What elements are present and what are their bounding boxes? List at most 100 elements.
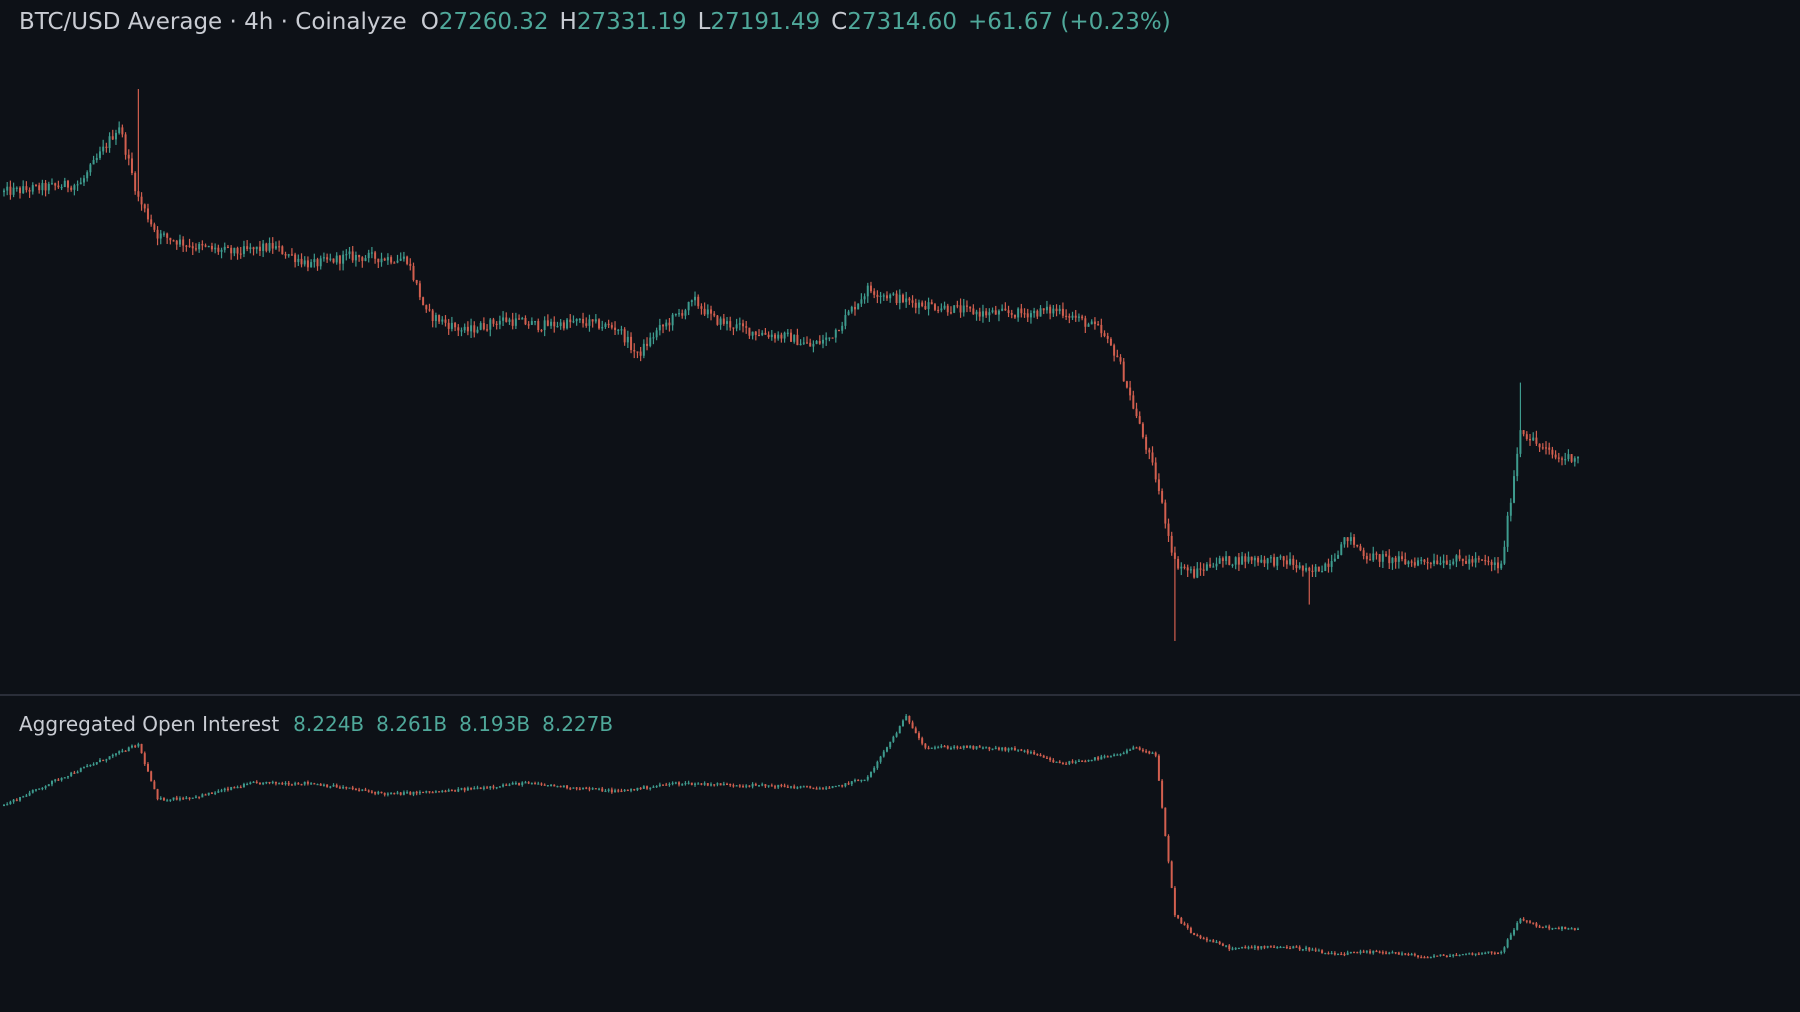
oi-candle [1029, 752, 1032, 754]
oi-candle [1561, 926, 1564, 930]
oi-candle [575, 787, 578, 789]
oi-candle [1010, 748, 1013, 750]
oi-candle [1161, 780, 1164, 808]
price-candle [1263, 559, 1266, 564]
price-candle [246, 246, 249, 250]
oi-candle [1298, 947, 1301, 950]
price-candle [905, 298, 908, 303]
oi-candle [655, 785, 658, 788]
oi-candle [796, 787, 799, 789]
price-candle [959, 305, 962, 313]
oi-candle [236, 786, 239, 789]
price-candle [901, 294, 904, 303]
price-candle [815, 341, 818, 344]
price-pane[interactable] [3, 89, 1579, 641]
oi-candle [1292, 946, 1295, 949]
price-candle [802, 342, 805, 344]
price-candle [1052, 308, 1055, 314]
price-candle [623, 329, 626, 343]
oi-candle [1442, 954, 1445, 956]
oi-candle [438, 791, 441, 793]
price-candle [617, 329, 620, 331]
price-candle [1023, 313, 1026, 315]
price-candle [265, 243, 268, 251]
price-candle [1474, 558, 1477, 563]
oi-candle [386, 793, 389, 795]
price-candle [1455, 555, 1458, 562]
oi-candle [546, 785, 549, 787]
oi-candle [169, 799, 172, 801]
price-candle [658, 325, 661, 331]
price-candle [1141, 423, 1144, 438]
price-candle [1049, 306, 1052, 314]
price-candle [738, 323, 741, 325]
oi-candle [281, 783, 284, 785]
price-candle [1561, 458, 1564, 460]
price-candle [438, 315, 441, 322]
price-candle [172, 240, 175, 242]
oi-candle [837, 785, 840, 787]
oi-candle [914, 728, 917, 734]
price-candle [1529, 438, 1532, 441]
price-candle [310, 262, 313, 268]
oi-candle [901, 720, 904, 727]
price-candle [1231, 564, 1234, 566]
price-candle [1362, 550, 1365, 557]
oi-candle [498, 786, 501, 788]
oi-candle [1535, 923, 1538, 927]
price-candle [358, 254, 361, 258]
symbol-title: BTC/USD Average · 4h · Coinalyze [19, 9, 407, 35]
price-candle [1157, 479, 1160, 491]
price-candle [1177, 558, 1180, 569]
price-candle [162, 233, 165, 235]
oi-candle [700, 783, 703, 785]
oi-candle [1365, 951, 1368, 953]
price-candle [268, 243, 271, 251]
oi-candle [940, 746, 943, 748]
oi-candle [1020, 749, 1023, 751]
price-candle [742, 323, 745, 327]
oi-candle [777, 784, 780, 788]
oi-candle [1055, 761, 1058, 763]
oi-candle [300, 784, 303, 786]
price-candle [1020, 308, 1023, 314]
oi-candle [793, 786, 796, 788]
price-candle [1359, 546, 1362, 551]
oi-candle [687, 782, 690, 784]
price-candle [489, 319, 492, 330]
oi-candle [70, 772, 73, 777]
oi-candle [732, 785, 735, 787]
price-candle [1138, 416, 1141, 424]
oi-candle [1234, 948, 1237, 950]
price-candle [898, 294, 901, 304]
price-candle [655, 330, 658, 338]
price-candle [1119, 357, 1122, 362]
oi-candle [1497, 952, 1500, 955]
oi-candle [460, 788, 463, 790]
oi-candle [1343, 954, 1346, 956]
price-candle [1090, 321, 1093, 325]
price-candle [102, 146, 105, 152]
price-candle [978, 311, 981, 317]
price-candle [1132, 395, 1135, 409]
oi-candle [956, 746, 959, 748]
price-candle [284, 254, 287, 256]
oi-candle [1071, 761, 1074, 763]
oi-candle [182, 798, 185, 800]
oi-candle [18, 797, 21, 801]
oi-candle [764, 784, 767, 787]
oi-candle [185, 797, 188, 799]
price-candle [930, 302, 933, 305]
oi-candle [1381, 952, 1384, 954]
oi-candle [162, 798, 165, 801]
price-candle [1321, 570, 1324, 573]
price-candle [908, 298, 911, 301]
oi-candle [591, 788, 594, 790]
oi-candle [1391, 952, 1394, 954]
price-candle [607, 323, 610, 326]
open-interest-pane[interactable] [3, 714, 1579, 959]
oi-candle [853, 779, 856, 782]
price-candle [415, 279, 418, 284]
price-candle [41, 183, 44, 191]
